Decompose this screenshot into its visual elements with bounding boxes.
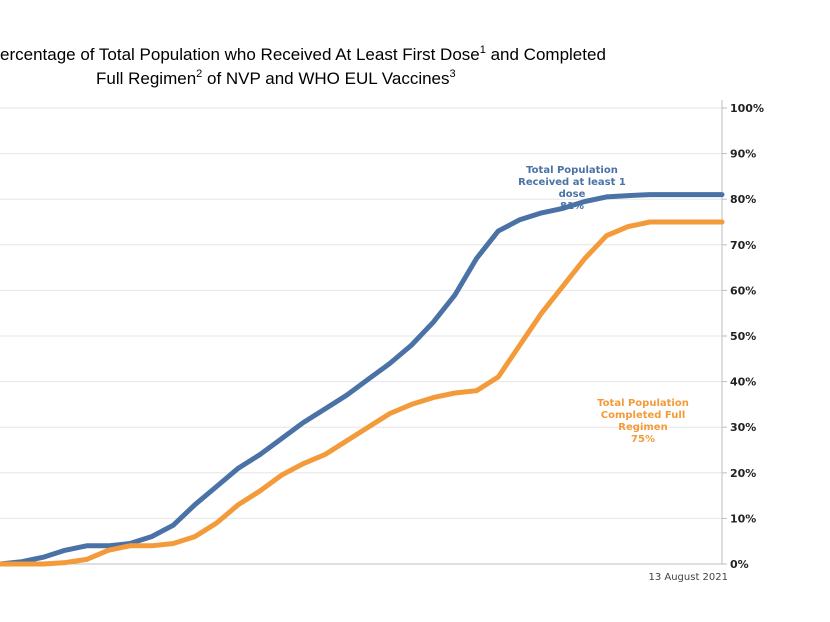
y-tick-label: 0% — [730, 558, 749, 571]
date-label: 13 August 2021 — [648, 572, 728, 583]
annotation-line: dose — [559, 189, 586, 200]
annotation-line: Total Population — [526, 165, 618, 176]
annotation-line: 81% — [560, 201, 584, 212]
y-tick-label: 70% — [730, 239, 756, 252]
annotation-line: 75% — [631, 434, 655, 445]
annotation-line: Received at least 1 — [518, 177, 626, 188]
y-tick-label: 80% — [730, 193, 756, 206]
y-tick-label: 30% — [730, 421, 756, 434]
chart-title-line2: Full Regimen2 of NVP and WHO EUL Vaccine… — [96, 68, 456, 88]
annotation-line: Total Population — [597, 398, 689, 409]
y-tick-label: 100% — [730, 102, 764, 115]
chart-title-line1: ercentage of Total Population who Receiv… — [0, 44, 606, 64]
y-tick-label: 10% — [730, 512, 756, 525]
annotation-line: Regimen — [618, 422, 667, 433]
y-tick-label: 50% — [730, 330, 756, 343]
series-line-full-regimen — [0, 219, 725, 567]
y-tick-label: 20% — [730, 467, 756, 480]
annotation-full-regimen: Total Population Completed Full Regimen 75% — [597, 398, 689, 445]
series-line-first-dose — [0, 192, 725, 567]
y-axis-ticks: 0% 10% 20% 30% 40% 50% 60% 70% 80% 90% 100% — [722, 102, 764, 571]
annotation-line: Completed Full — [601, 410, 686, 421]
y-tick-label: 60% — [730, 284, 756, 297]
annotation-first-dose: Total Population Received at least 1 dose 8… — [518, 165, 626, 212]
y-tick-label: 40% — [730, 376, 756, 389]
y-tick-label: 90% — [730, 148, 756, 161]
series-lines — [0, 192, 725, 567]
series-annotations: Total Population Received at least 1 dose 8… — [518, 165, 689, 445]
grid-lines — [0, 107, 722, 519]
